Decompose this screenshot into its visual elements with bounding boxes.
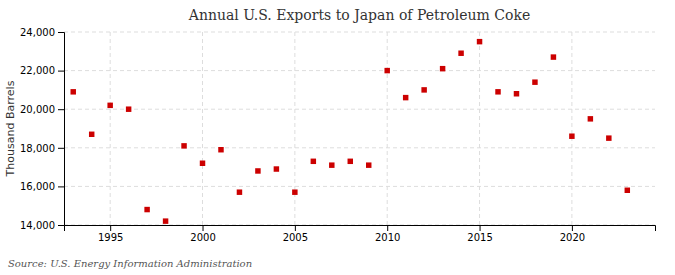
- point: [163, 218, 168, 223]
- point: [477, 39, 482, 44]
- y-axis-line: [58, 33, 65, 226]
- point: [144, 207, 149, 212]
- title: Annual U.S. Exports to Japan of Petroleu…: [188, 7, 530, 23]
- point: [514, 91, 519, 96]
- x-tick: 2010: [375, 225, 400, 243]
- y-tick: 16,000: [20, 181, 64, 192]
- x-grid-line: [294, 32, 295, 225]
- point: [237, 189, 242, 194]
- x-tick-mark: [387, 225, 388, 231]
- point: [181, 143, 186, 148]
- x-tick-label: 2015: [467, 232, 492, 243]
- y-tick-label: 22,000: [20, 65, 55, 76]
- y-tick-label: 16,000: [20, 181, 55, 192]
- y-tick-label: 20,000: [20, 104, 55, 115]
- x-tick: 1995: [98, 225, 123, 243]
- x-tick-mark: [295, 225, 296, 231]
- point: [366, 162, 371, 167]
- point: [274, 166, 279, 171]
- point: [421, 87, 426, 92]
- y-tick-mark: [58, 225, 64, 226]
- y-tick-mark: [58, 148, 64, 149]
- point: [440, 66, 445, 71]
- point: [532, 79, 537, 84]
- x-tick-mark: [572, 225, 573, 231]
- grid: [64, 32, 655, 225]
- point: [348, 159, 353, 164]
- x-tick: 2015: [467, 225, 492, 243]
- x-axis: 1995 2000 2005 2010 2015 2020: [65, 225, 656, 243]
- point: [292, 189, 297, 194]
- point: [311, 159, 316, 164]
- source-note: Source: U.S. Energy Information Administ…: [8, 258, 252, 269]
- y-axis-title: Thousand Barrels: [4, 80, 17, 177]
- point: [89, 132, 94, 137]
- y-tick-mark: [58, 71, 64, 72]
- point: [218, 147, 223, 152]
- point: [329, 162, 334, 167]
- y-tick-mark: [58, 109, 64, 110]
- y-tick-label: 24,000: [20, 27, 55, 38]
- point: [458, 50, 463, 55]
- y-axis: 14,000 16,000 18,000 20,000 22,000 24,000: [20, 27, 65, 231]
- x-tick: 2020: [560, 225, 585, 243]
- point: [403, 95, 408, 100]
- x-tick-mark: [203, 225, 204, 231]
- x-grid-line: [110, 32, 111, 225]
- point: [569, 133, 574, 138]
- x-tick-label: 2005: [283, 232, 308, 243]
- y-tick-label: 14,000: [20, 220, 55, 231]
- point: [255, 168, 260, 173]
- point: [588, 116, 593, 121]
- x-tick-label: 1995: [98, 232, 123, 243]
- x-tick-label: 2000: [190, 232, 215, 243]
- points: [70, 39, 630, 224]
- x-tick-label: 2010: [375, 232, 400, 243]
- point: [384, 68, 389, 73]
- x-grid-line: [571, 32, 572, 225]
- point: [107, 103, 112, 108]
- y-tick: 24,000: [20, 27, 64, 38]
- point: [126, 106, 131, 111]
- y-grid-line: [64, 147, 655, 148]
- y-tick: 20,000: [20, 104, 64, 115]
- y-grid-line: [64, 109, 655, 110]
- x-tick: 2005: [283, 225, 308, 243]
- y-tick: 22,000: [20, 65, 64, 76]
- x-tick-label: 2020: [560, 232, 585, 243]
- point: [606, 135, 611, 140]
- point: [495, 89, 500, 94]
- x-tick-mark: [110, 225, 111, 231]
- y-grid-line: [64, 32, 655, 33]
- x-grid-line: [479, 32, 480, 225]
- y-tick-mark: [58, 32, 64, 33]
- point: [625, 188, 630, 193]
- point: [551, 54, 556, 59]
- x-axis-line: [65, 226, 656, 232]
- y-tick: 14,000: [20, 220, 64, 231]
- x-grid-line: [387, 32, 388, 225]
- point: [70, 89, 75, 94]
- x-tick: 2000: [190, 225, 215, 243]
- y-grid-line: [64, 186, 655, 187]
- y-tick: 18,000: [20, 143, 64, 154]
- y-tick-label: 18,000: [20, 143, 55, 154]
- x-tick-mark: [480, 225, 481, 231]
- y-grid-line: [64, 70, 655, 71]
- chart: 1995 2000 2005 2010 2015 2020 14,000 16,000 18,0…: [0, 0, 675, 275]
- point: [200, 161, 205, 166]
- x-grid-line: [202, 32, 203, 225]
- y-tick-mark: [58, 186, 64, 187]
